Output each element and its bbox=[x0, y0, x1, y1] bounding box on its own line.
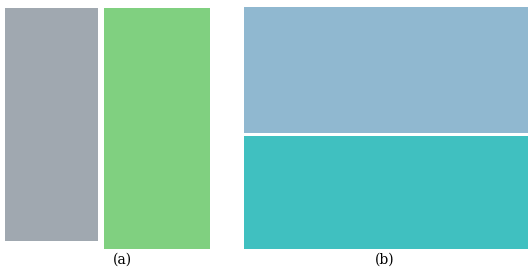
Text: (a): (a) bbox=[113, 253, 132, 267]
Text: (b): (b) bbox=[375, 253, 395, 267]
